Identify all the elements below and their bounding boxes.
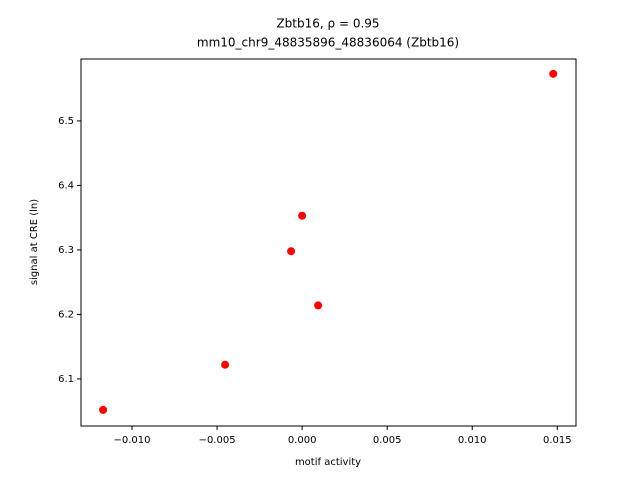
x-axis-label: motif activity [295, 457, 361, 468]
x-tick-label: −0.005 [199, 435, 236, 446]
y-tick-label: 6.1 [58, 374, 74, 385]
y-tick-label: 6.4 [58, 180, 74, 191]
y-axis-label: signal at CRE (ln) [29, 199, 40, 285]
chart-title: Zbtb16, ρ = 0.95 [276, 17, 379, 31]
x-tick-label: −0.010 [114, 435, 151, 446]
y-tick-label: 6.3 [58, 245, 74, 256]
point [549, 69, 558, 78]
point [99, 405, 108, 414]
chart-subtitle: mm10_chr9_48835896_48836064 (Zbtb16) [197, 36, 459, 50]
plot-frame [80, 58, 577, 427]
x-tick-label: 0.015 [543, 435, 572, 446]
point [221, 360, 230, 369]
point [298, 211, 307, 220]
x-tick-label: 0.010 [458, 435, 487, 446]
x-tick-label: 0.005 [373, 435, 402, 446]
y-tick-label: 6.2 [58, 309, 74, 320]
y-tick-label: 6.5 [58, 116, 74, 127]
point [287, 247, 296, 256]
x-tick-label: 0.000 [288, 435, 317, 446]
point [314, 301, 323, 310]
